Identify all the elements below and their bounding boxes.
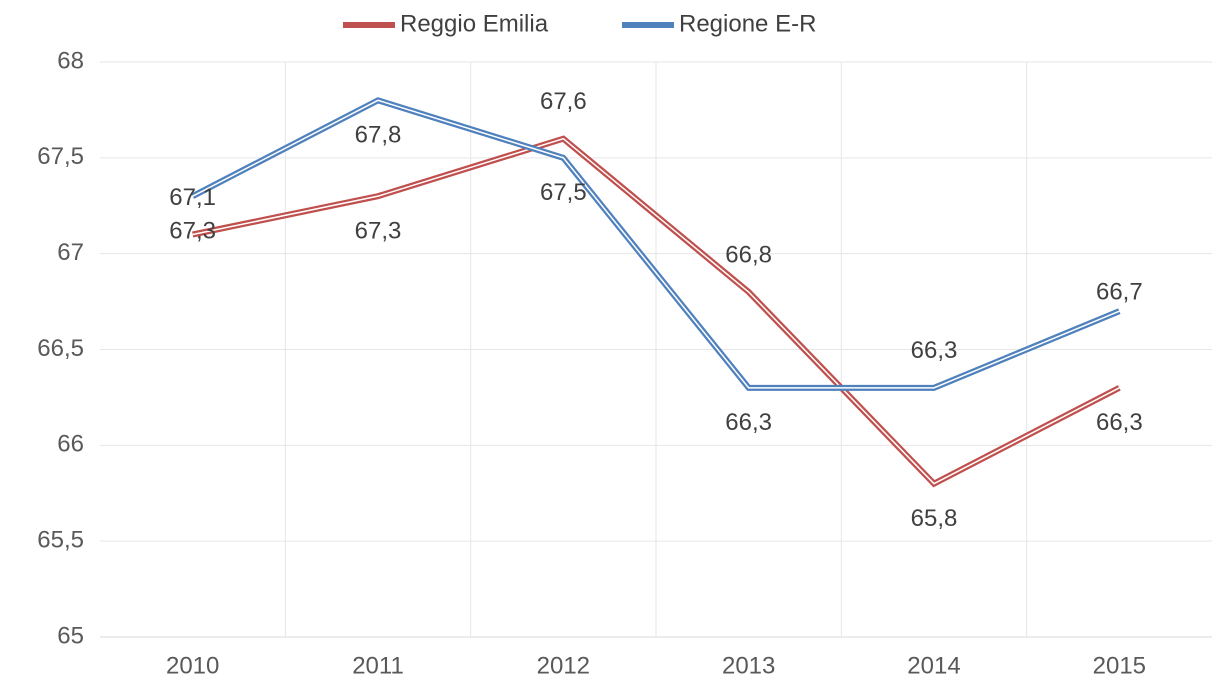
x-tick-label: 2012 <box>537 652 590 679</box>
x-tick-label: 2015 <box>1093 652 1146 679</box>
data-label: 67,1 <box>169 184 216 211</box>
series-line-highlight <box>192 99 1120 389</box>
data-label: 67,5 <box>540 179 587 206</box>
legend-label: Reggio Emilia <box>400 10 549 37</box>
y-tick-label: 67,5 <box>37 143 84 170</box>
y-tick-label: 66,5 <box>37 335 84 362</box>
y-tick-label: 66 <box>57 431 84 458</box>
series-line-highlight <box>192 137 1120 485</box>
data-label: 66,3 <box>1096 409 1143 436</box>
data-label: 67,3 <box>169 218 216 245</box>
legend-label: Regione E-R <box>679 10 816 37</box>
y-tick-label: 65 <box>57 622 84 649</box>
x-tick-label: 2011 <box>352 652 404 679</box>
x-tick-label: 2014 <box>907 652 960 679</box>
data-label: 66,3 <box>911 337 958 364</box>
y-tick-label: 65,5 <box>37 527 84 554</box>
x-tick-label: 2013 <box>722 652 775 679</box>
data-label: 66,8 <box>725 241 772 268</box>
y-tick-label: 67 <box>57 239 84 266</box>
y-tick-label: 68 <box>57 47 84 74</box>
data-label: 67,6 <box>540 88 587 115</box>
data-label: 66,7 <box>1096 279 1143 306</box>
data-label: 67,8 <box>355 122 402 149</box>
data-label: 67,3 <box>355 218 402 245</box>
data-label: 65,8 <box>911 505 958 532</box>
x-tick-label: 2010 <box>166 652 219 679</box>
legend: Reggio Emilia Regione E-R <box>343 10 816 37</box>
data-label: 66,3 <box>725 409 772 436</box>
